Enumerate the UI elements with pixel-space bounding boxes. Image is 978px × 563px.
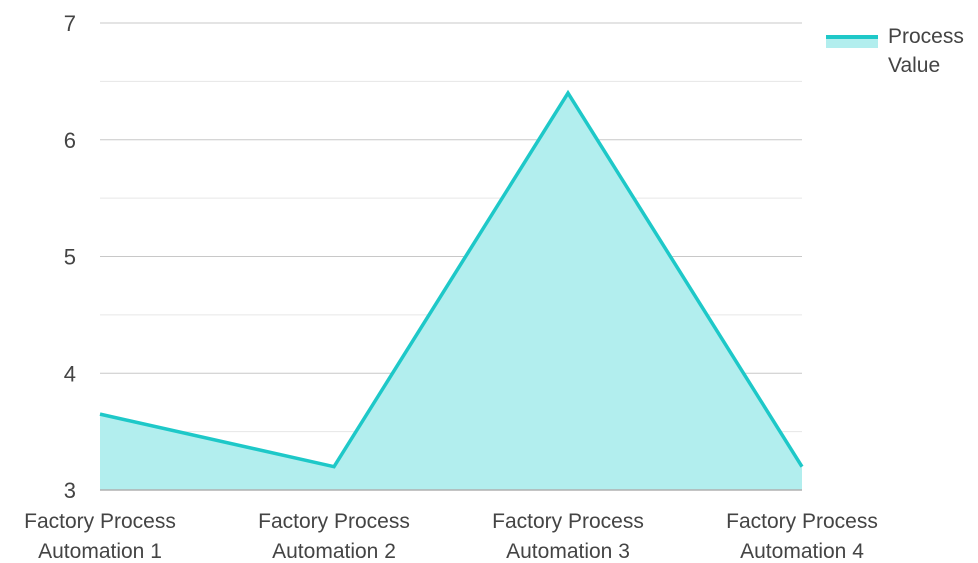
x-tick-label: Factory Process Automation 4 [726, 510, 878, 563]
y-tick-label: 6 [64, 128, 76, 153]
x-axis: Factory Process Automation 1 Factory Proce… [24, 510, 878, 563]
y-tick-label: 5 [64, 245, 76, 270]
legend: Process Value [826, 22, 978, 80]
series-line [99, 89, 804, 469]
x-tick-label: Factory Process Automation 3 [492, 510, 644, 563]
y-tick-label: 7 [64, 11, 76, 36]
x-tick-label: Factory Process Automation 1 [24, 510, 176, 563]
y-tick-label: 4 [64, 361, 76, 386]
y-tick-label: 3 [64, 478, 76, 503]
legend-label: Process Value [888, 25, 964, 77]
x-tick-label: Factory Process Automation 2 [258, 510, 410, 563]
y-axis: 3 4 5 6 7 [64, 11, 802, 503]
legend-swatch [826, 26, 878, 48]
series-area [100, 93, 802, 491]
series-process-value [99, 89, 804, 491]
